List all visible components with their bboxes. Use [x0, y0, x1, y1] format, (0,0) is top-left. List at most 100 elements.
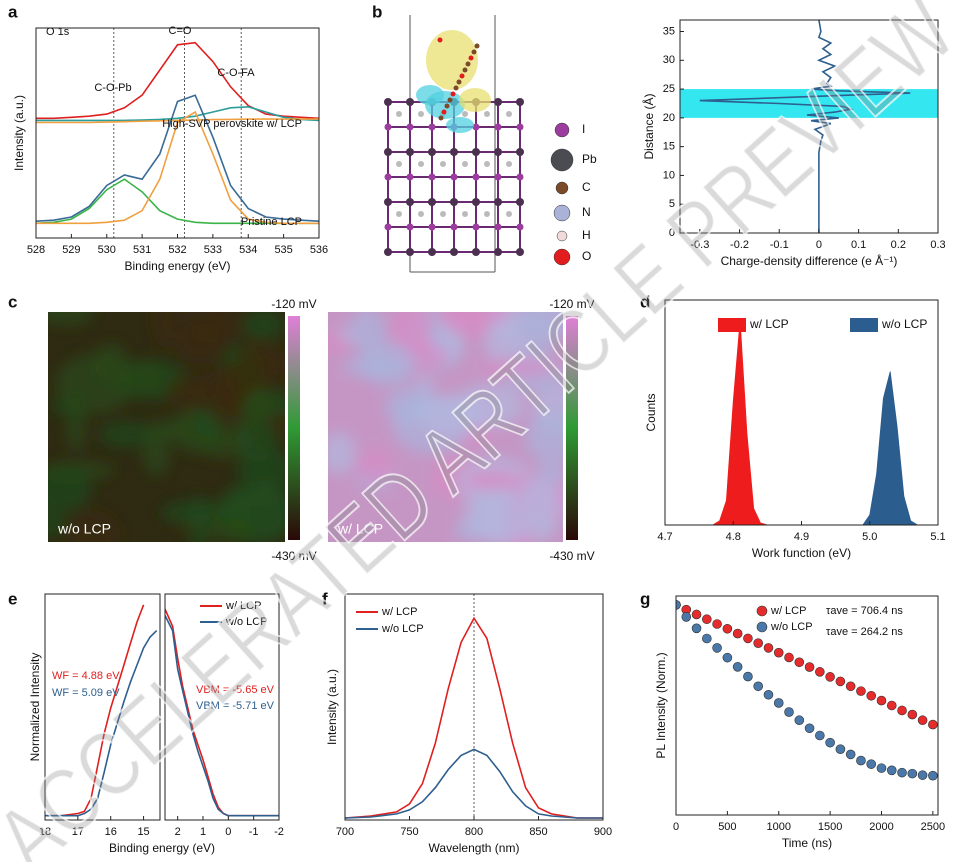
legend-label: w/ LCP [770, 605, 806, 617]
map-blob [519, 478, 560, 525]
charge-cloud [416, 85, 444, 105]
charge-cloud [459, 88, 491, 112]
atom [494, 123, 502, 131]
map-blob [142, 420, 171, 477]
data-point [743, 633, 753, 644]
atom [428, 248, 436, 256]
data-point [876, 763, 887, 773]
plot-area [36, 28, 319, 238]
annotation: C=O [169, 25, 192, 37]
series-line [345, 748, 603, 819]
x-tick-label: 500 [718, 821, 736, 833]
legend-label: w/o LCP [770, 621, 813, 633]
series-line [36, 118, 319, 124]
x-tick-label: 1500 [818, 821, 842, 833]
x-tick-label: 530 [98, 244, 116, 256]
series-line [36, 41, 319, 120]
data-point [835, 676, 846, 687]
x-tick-label: 5.1 [930, 531, 945, 543]
data-point [907, 709, 918, 720]
atom [494, 198, 502, 206]
panel-label: g [640, 589, 650, 608]
x-tick-label: 1000 [767, 821, 791, 833]
annotation: WF = 5.09 eV [52, 687, 120, 699]
organic [484, 111, 490, 117]
colorbar-max: -120 mV [271, 297, 316, 311]
data-point [845, 681, 856, 692]
map-label: w/ LCP [337, 521, 383, 537]
chart: 528 529 530 531 532 533 534 535 536 Binding energ… [12, 25, 328, 273]
atom-swatch [553, 204, 571, 222]
atom [472, 198, 480, 206]
plot-area [676, 600, 938, 781]
x-tick-label: 2500 [921, 821, 945, 833]
x-tick-label: 528 [27, 244, 45, 256]
atom [406, 98, 414, 106]
x-axis-label: Wavelength (nm) [429, 841, 520, 855]
atom [494, 148, 502, 156]
data-point [773, 647, 784, 658]
data-point [866, 690, 877, 701]
x-tick-label: 4.7 [657, 531, 672, 543]
annotation: τave = 706.4 ns [826, 605, 903, 617]
series-line [345, 616, 603, 819]
map-blob [514, 312, 554, 367]
x-tick-label: 17 [72, 826, 84, 838]
annotation: τave = 264.2 ns [826, 626, 903, 638]
atom [516, 223, 524, 231]
atom [450, 198, 458, 206]
data-point [825, 737, 835, 748]
y-tick-label: 15 [663, 141, 675, 153]
chart: 0 500 1000 1500 2000 2500 Time (ns) PL Intensit… [654, 595, 945, 850]
x-tick-label: 850 [529, 826, 547, 838]
annotation: VBM = -5.65 eV [196, 684, 275, 696]
organic [396, 111, 402, 117]
x-tick-label: 5.0 [862, 531, 877, 543]
map-blob [175, 322, 226, 364]
molecule-atom [471, 49, 477, 55]
x-tick-label: 2 [175, 826, 181, 838]
x-tick-label: 531 [133, 244, 151, 256]
atom [472, 173, 480, 181]
chart: 18 17 16 15 Binding energy (eV) Normalized In… [28, 593, 215, 855]
atom [450, 248, 458, 256]
series-line [45, 630, 158, 817]
map-blob [160, 500, 236, 525]
x-tick-label: 536 [310, 244, 328, 256]
map-texture [48, 312, 285, 542]
atom-label: Pb [582, 152, 597, 166]
x-tick-label: 0 [673, 821, 679, 833]
annotation: C-O-Pb [94, 82, 131, 94]
panel-label: b [372, 2, 382, 21]
atom [516, 123, 524, 131]
atom-label: I [582, 122, 585, 136]
molecule-atom [450, 91, 456, 97]
molecule-atom [447, 97, 453, 103]
molecule-atom [453, 85, 459, 91]
atom [384, 98, 392, 106]
atom [494, 223, 502, 231]
atom [450, 173, 458, 181]
data-point [712, 643, 722, 653]
data-point [743, 671, 753, 682]
atom [384, 148, 392, 156]
x-tick-label: 529 [62, 244, 80, 256]
data-point [732, 662, 743, 672]
legend-label: w/o LCP [225, 616, 268, 628]
y-tick-label: 20 [663, 112, 675, 124]
annotation: C-O-FA [217, 67, 255, 79]
y-axis-label: Intensity (a.u.) [12, 95, 26, 171]
atom [406, 123, 414, 131]
data-point [815, 667, 825, 677]
annotation: WF = 4.88 eV [52, 670, 120, 682]
annotation: Pristine LCP [241, 216, 302, 228]
x-tick-label: 533 [204, 244, 222, 256]
colorbar-min: -430 mV [549, 549, 594, 563]
legend-swatch [756, 605, 768, 617]
atom [516, 248, 524, 256]
charge-cloud [446, 117, 474, 133]
data-point [702, 633, 712, 644]
data-point [917, 770, 928, 780]
